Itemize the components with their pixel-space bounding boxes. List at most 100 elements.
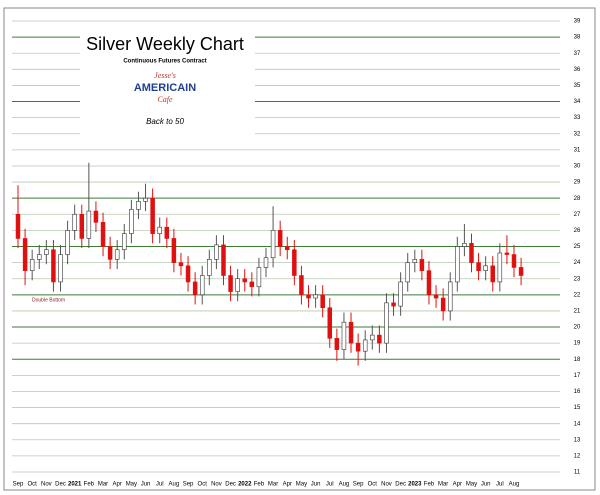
x-tick-label: Jul xyxy=(326,482,334,488)
candle-body xyxy=(455,246,460,283)
y-tick-label: 12 xyxy=(574,453,581,459)
candle-body xyxy=(93,210,99,223)
x-tick-label: 2021 xyxy=(68,482,82,488)
candle-body xyxy=(490,265,495,283)
x-tick-label: Feb xyxy=(254,482,265,488)
y-tick-label: 21 xyxy=(574,309,581,315)
candle-body xyxy=(433,294,439,299)
x-tick-label: Nov xyxy=(41,482,52,488)
y-tick-label: 29 xyxy=(574,180,581,186)
candle-body xyxy=(171,238,177,263)
candle-body xyxy=(65,230,70,255)
y-tick-label: 38 xyxy=(574,35,581,41)
logo-line: Jesse's xyxy=(154,71,176,80)
candle-body xyxy=(504,252,510,255)
y-tick-label: 16 xyxy=(574,389,581,395)
y-tick-label: 24 xyxy=(574,260,581,266)
candle-body xyxy=(277,230,283,247)
candle-body xyxy=(228,275,233,292)
x-tick-label: Apr xyxy=(113,482,122,488)
candle-body xyxy=(426,270,432,296)
candle-body xyxy=(348,321,354,344)
candle-body xyxy=(199,275,205,296)
candle-body xyxy=(164,226,170,239)
candle-body xyxy=(362,339,368,352)
y-tick-label: 14 xyxy=(574,421,581,427)
logo-line: AMERICAIN xyxy=(134,82,196,94)
candle-body xyxy=(29,259,35,271)
x-tick-label: Oct xyxy=(198,482,208,488)
y-tick-label: 27 xyxy=(574,212,581,218)
candle-body xyxy=(235,278,240,292)
candle-body xyxy=(285,246,290,251)
x-tick-label: Aug xyxy=(509,482,520,488)
candle-body xyxy=(37,254,42,260)
candle-body xyxy=(136,201,141,210)
y-tick-label: 31 xyxy=(574,147,581,153)
candle-body xyxy=(114,249,120,260)
y-tick-label: 33 xyxy=(574,115,581,121)
candle-body xyxy=(122,233,127,251)
y-tick-label: 20 xyxy=(574,325,581,331)
candle-body xyxy=(327,307,333,339)
candle-body xyxy=(79,213,85,239)
x-tick-label: Feb xyxy=(424,482,435,488)
candle-body xyxy=(129,209,134,234)
candle-body xyxy=(405,262,410,283)
candle-body xyxy=(447,281,453,312)
chart-title: Silver Weekly Chart xyxy=(86,34,244,54)
x-tick-label: May xyxy=(126,482,137,488)
y-tick-label: 32 xyxy=(574,131,581,137)
candle-body xyxy=(313,294,318,299)
candle-body xyxy=(185,265,191,283)
candle-body xyxy=(398,281,403,307)
x-tick-label: Apr xyxy=(453,482,462,488)
x-tick-label: Aug xyxy=(339,482,350,488)
candle-body xyxy=(440,297,446,312)
candle-body xyxy=(150,197,155,234)
x-tick-label: Dec xyxy=(395,482,406,488)
y-tick-label: 30 xyxy=(574,164,581,170)
candle-body xyxy=(377,334,382,344)
x-tick-label: 2022 xyxy=(238,482,252,488)
note: Back to 50 xyxy=(146,117,184,126)
candle-body xyxy=(157,226,162,234)
x-tick-label: 2023 xyxy=(408,482,422,488)
candle-body xyxy=(341,321,347,350)
candle-body xyxy=(15,213,21,239)
x-tick-label: Oct xyxy=(27,482,37,488)
x-tick-label: Jul xyxy=(496,482,504,488)
x-tick-label: Mar xyxy=(438,482,448,488)
x-tick-label: Jun xyxy=(481,482,491,488)
x-tick-label: Jul xyxy=(156,482,164,488)
y-tick-label: 25 xyxy=(574,244,581,250)
candle-body xyxy=(242,278,247,283)
candle-body xyxy=(306,294,311,299)
candle-body xyxy=(483,265,488,271)
candle-body xyxy=(462,242,467,247)
x-tick-label: Mar xyxy=(98,482,108,488)
x-tick-label: May xyxy=(466,482,477,488)
y-tick-label: 36 xyxy=(574,67,581,73)
y-tick-label: 13 xyxy=(574,437,581,443)
x-tick-label: Oct xyxy=(368,482,378,488)
subtitle: Continuous Futures Contract xyxy=(123,59,206,65)
candle-body xyxy=(476,262,481,271)
candle-body xyxy=(299,275,304,296)
y-tick-label: 15 xyxy=(574,405,581,411)
x-tick-label: Nov xyxy=(381,482,392,488)
title-box xyxy=(80,28,255,138)
candle-body xyxy=(72,213,77,231)
candle-body xyxy=(86,210,92,239)
candle-body xyxy=(143,197,148,202)
candle-body xyxy=(412,259,418,263)
candle-body xyxy=(384,302,389,344)
y-tick-label: 28 xyxy=(574,196,581,202)
y-tick-label: 26 xyxy=(574,228,581,234)
candle-body xyxy=(100,222,106,247)
candle-body xyxy=(192,281,198,296)
y-tick-label: 35 xyxy=(574,83,581,89)
candle-body xyxy=(469,242,474,263)
candle-body xyxy=(334,338,340,350)
